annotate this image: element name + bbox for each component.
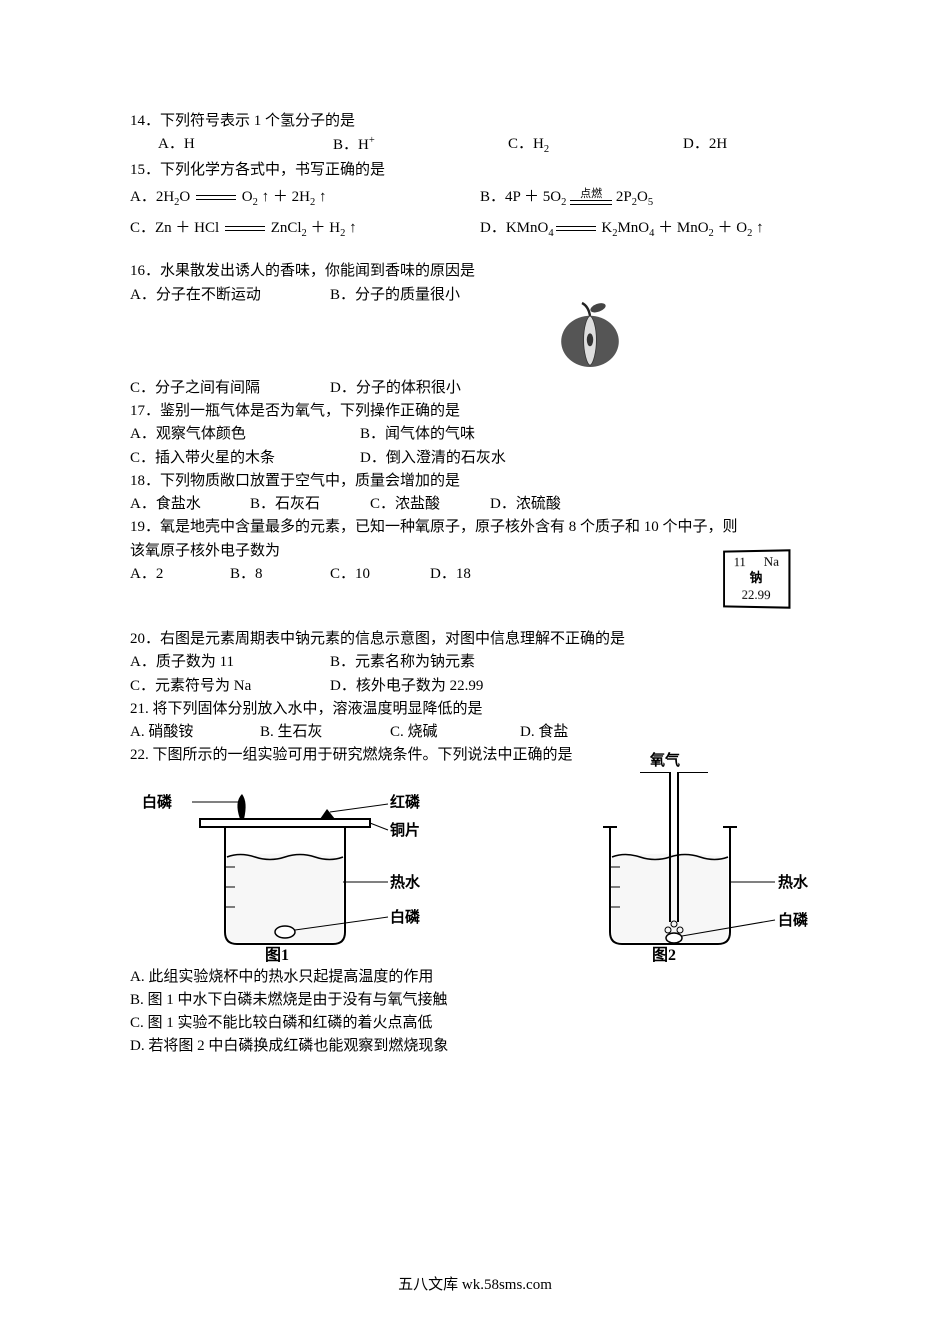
q21-C: C. 烧碱 <box>390 721 520 744</box>
q18-D: D．浓硫酸 <box>490 493 561 516</box>
q17-row2: C．插入带火星的木条 D．倒入澄清的石灰水 <box>130 447 830 470</box>
q15-stem: 15．下列化学方各式中，书写正确的是 <box>130 159 830 182</box>
q15-D: D．KMnO4 K2MnO4 ＋ MnO2 ＋ O2 ↑ <box>480 217 830 242</box>
q18-B: B．石灰石 <box>250 493 370 516</box>
na-symbol: Na <box>764 554 779 571</box>
q14-D: D．2H <box>683 133 858 158</box>
figure-2: 氧气 <box>570 772 830 962</box>
q22-C: C. 图 1 实验不能比较白磷和红磷的着火点高低 <box>130 1012 830 1035</box>
q15-A: A．2H2O O2 ↑ ＋ 2H2 ↑ <box>130 186 480 211</box>
q21-A: A. 硝酸铵 <box>130 721 260 744</box>
fig2-o2: 氧气 <box>650 750 680 773</box>
q21-options: A. 硝酸铵 B. 生石灰 C. 烧碱 D. 食盐 <box>130 721 830 744</box>
q16-D: D．分子的体积很小 <box>330 377 461 400</box>
fig1-hot-water: 热水 <box>390 872 420 895</box>
fig2-white-p: 白磷 <box>778 910 808 933</box>
q19-B: B．8 <box>230 563 330 586</box>
figure-1: 白磷 红磷 铜片 热水 白磷 图1 <box>130 772 430 962</box>
q22-D: D. 若将图 2 中白磷换成红磷也能观察到燃烧现象 <box>130 1035 830 1058</box>
apple-image <box>550 295 630 375</box>
q14-stem: 14．下列符号表示 1 个氢分子的是 <box>130 110 830 133</box>
q20-row1: A．质子数为 11 B．元素名称为钠元素 <box>130 651 830 674</box>
fig1-copper: 铜片 <box>390 820 420 843</box>
q22-A: A. 此组实验烧杯中的热水只起提高温度的作用 <box>130 966 830 989</box>
q17-A: A．观察气体颜色 <box>130 423 360 446</box>
q18-C: C．浓盐酸 <box>370 493 490 516</box>
q14-C: C．H2 <box>508 133 683 158</box>
q19-D: D．18 <box>430 563 471 586</box>
q20-C: C．元素符号为 Na <box>130 675 330 698</box>
page-footer: 五八文库 wk.58sms.com <box>0 1273 950 1294</box>
q15-B-cond: 点燃 <box>570 189 612 200</box>
fig2-caption: 图2 <box>652 944 676 969</box>
q19-stem1: 19．氧是地壳中含量最多的元素，已知一种氧原子，原子核外含有 8 个质子和 10… <box>130 516 830 539</box>
q16-stem: 16．水果散发出诱人的香味，你能闻到香味的原因是 <box>130 260 830 283</box>
q22-B: B. 图 1 中水下白磷未燃烧是由于没有与氧气接触 <box>130 989 830 1012</box>
sodium-element-box: 11 Na 钠 22.99 <box>723 549 790 608</box>
q20-A: A．质子数为 11 <box>130 651 330 674</box>
q17-B: B．闻气体的气味 <box>360 423 475 446</box>
q16-A: A．分子在不断运动 <box>130 284 330 307</box>
q20-B: B．元素名称为钠元素 <box>330 651 475 674</box>
q22-stem: 22. 下图所示的一组实验可用于研究燃烧条件。下列说法中正确的是 <box>130 744 830 767</box>
q16-row1: A．分子在不断运动 B．分子的质量很小 <box>130 284 830 307</box>
q20-row2: C．元素符号为 Na D．核外电子数为 22.99 <box>130 675 830 698</box>
q19-A: A．2 <box>130 563 230 586</box>
q18-stem: 18．下列物质敞口放置于空气中，质量会增加的是 <box>130 470 830 493</box>
q17-stem: 17．鉴别一瓶气体是否为氧气，下列操作正确的是 <box>130 400 830 423</box>
q20-D: D．核外电子数为 22.99 <box>330 675 483 698</box>
q15-row1: A．2H2O O2 ↑ ＋ 2H2 ↑ B．4P ＋ 5O2 点燃 2P2O5 <box>130 186 830 211</box>
q16-B: B．分子的质量很小 <box>330 284 460 307</box>
q17-D: D．倒入澄清的石灰水 <box>360 447 506 470</box>
na-number: 11 <box>734 554 746 570</box>
fig1-white-p-bot: 白磷 <box>390 907 420 930</box>
q14-options: A．H B．H+ C．H2 D．2H <box>130 133 858 158</box>
q14-A: A．H <box>158 133 333 158</box>
fig1-white-p-top: 白磷 <box>142 792 172 815</box>
na-name: 钠 <box>725 570 788 587</box>
q15-C: C．Zn ＋ HCl ZnCl2 ＋ H2 ↑ <box>130 217 480 242</box>
q14-B: B．H+ <box>333 133 508 158</box>
q17-row1: A．观察气体颜色 B．闻气体的气味 <box>130 423 830 446</box>
fig1-caption: 图1 <box>265 944 289 969</box>
fig2-hot-water: 热水 <box>778 872 808 895</box>
q15-B: B．4P ＋ 5O2 点燃 2P2O5 <box>480 186 830 211</box>
q20-stem: 20．右图是元素周期表中钠元素的信息示意图，对图中信息理解不正确的是 <box>130 628 830 651</box>
q18-options: A．食盐水 B．石灰石 C．浓盐酸 D．浓硫酸 <box>130 493 830 516</box>
q21-stem: 21. 将下列固体分别放入水中，溶液温度明显降低的是 <box>130 698 830 721</box>
q21-D: D. 食盐 <box>520 721 568 744</box>
q17-C: C．插入带火星的木条 <box>130 447 360 470</box>
q19-C: C．10 <box>330 563 430 586</box>
figure-row: 白磷 红磷 铜片 热水 白磷 图1 氧气 <box>130 772 830 962</box>
q16-C: C．分子之间有间隔 <box>130 377 330 400</box>
q21-B: B. 生石灰 <box>260 721 390 744</box>
q16-row2: C．分子之间有间隔 D．分子的体积很小 <box>130 377 830 400</box>
q15-row2: C．Zn ＋ HCl ZnCl2 ＋ H2 ↑ D．KMnO4 K2MnO4 ＋… <box>130 217 830 242</box>
na-mass: 22.99 <box>725 586 788 603</box>
q18-A: A．食盐水 <box>130 493 250 516</box>
fig1-red-p: 红磷 <box>390 792 420 815</box>
